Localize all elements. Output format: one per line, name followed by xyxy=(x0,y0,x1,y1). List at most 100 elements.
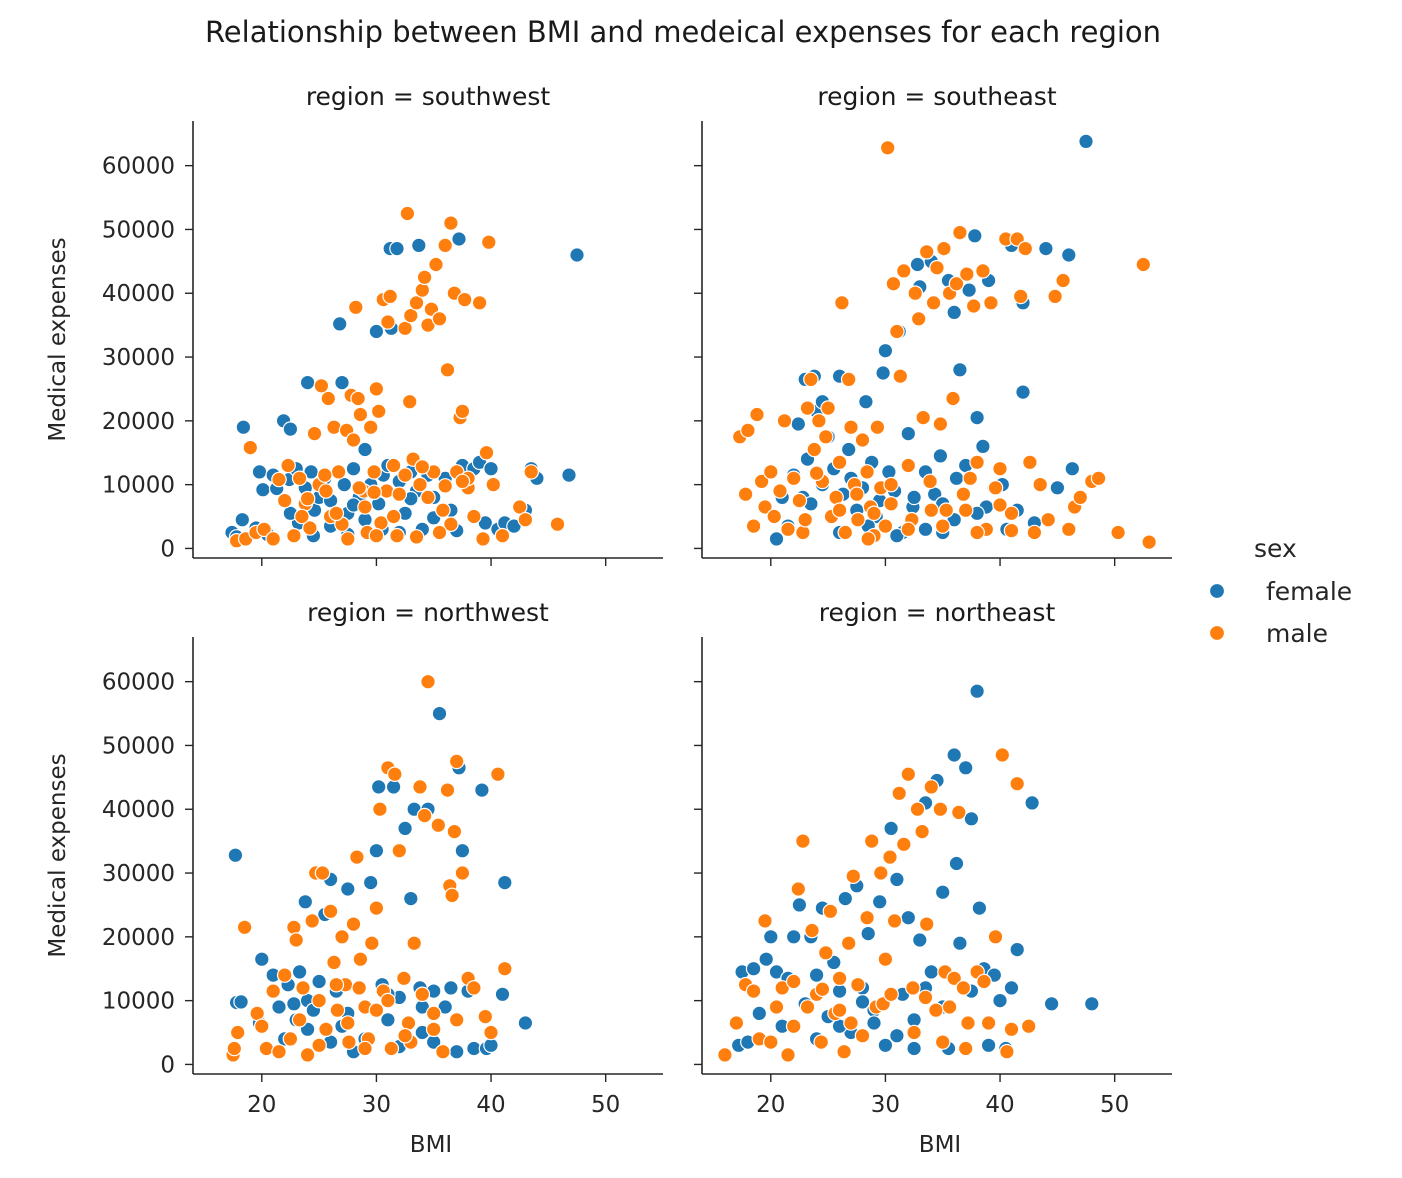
x-tick-label: 40 xyxy=(476,1092,505,1118)
data-point-male xyxy=(717,1047,733,1063)
data-point-male xyxy=(430,817,447,833)
data-point-male xyxy=(352,406,369,423)
data-point-male xyxy=(478,444,495,461)
y-tick-label: 60000 xyxy=(102,670,175,696)
data-point-female xyxy=(494,986,511,1003)
data-point-male xyxy=(391,842,408,859)
data-point-male xyxy=(1020,1018,1037,1034)
data-point-male xyxy=(397,320,413,337)
panel-title: region = southwest xyxy=(306,82,551,111)
data-point-female xyxy=(875,365,891,381)
x-axis-label: BMI xyxy=(410,1132,452,1158)
data-point-female xyxy=(234,511,251,528)
data-point-female xyxy=(297,893,314,910)
data-point-female xyxy=(1015,384,1031,400)
data-point-male xyxy=(907,285,923,301)
data-point-female xyxy=(768,531,785,547)
data-point-male xyxy=(817,428,834,445)
data-point-male xyxy=(917,989,934,1006)
data-point-male xyxy=(757,499,773,515)
data-point-male xyxy=(753,473,770,490)
data-point-male xyxy=(414,986,431,1003)
data-point-male xyxy=(265,531,281,547)
data-point-male xyxy=(1026,524,1043,541)
data-point-male xyxy=(860,531,876,547)
data-point-male xyxy=(288,932,304,948)
data-point-male xyxy=(412,779,428,795)
x-tick-label: 50 xyxy=(1100,1092,1129,1118)
data-point-male xyxy=(831,970,848,987)
data-point-female xyxy=(969,409,985,426)
data-point-female xyxy=(751,1005,768,1022)
data-point-male xyxy=(226,1040,243,1057)
data-point-female xyxy=(860,925,876,942)
data-point-male xyxy=(471,294,488,311)
data-point-female xyxy=(227,847,244,863)
data-point-male xyxy=(932,801,949,817)
data-point-male xyxy=(795,833,811,849)
data-point-male xyxy=(1022,454,1038,471)
data-point-female xyxy=(963,810,980,827)
data-point-male xyxy=(1003,1021,1020,1038)
data-point-female xyxy=(790,416,807,432)
data-point-female xyxy=(808,967,825,983)
data-point-female xyxy=(975,438,991,455)
data-point-female xyxy=(251,464,268,480)
data-point-male xyxy=(929,259,945,276)
data-point-male xyxy=(368,527,385,544)
data-point-female xyxy=(1078,133,1094,150)
data-point-female xyxy=(410,237,427,254)
y-tick-label: 40000 xyxy=(102,281,175,307)
data-point-female xyxy=(909,256,926,273)
data-point-female xyxy=(483,460,499,477)
data-point-male xyxy=(877,518,894,534)
data-point-male xyxy=(886,913,903,929)
y-tick-label: 20000 xyxy=(102,409,175,435)
data-point-male xyxy=(1110,524,1126,541)
data-point-male xyxy=(918,244,935,260)
data-point-female xyxy=(854,994,871,1010)
data-point-male xyxy=(496,960,513,977)
data-point-male xyxy=(299,490,316,507)
data-point-female xyxy=(758,951,774,967)
data-point-male xyxy=(399,205,416,222)
data-point-male xyxy=(420,673,436,690)
data-point-male xyxy=(316,467,333,483)
data-point-male xyxy=(448,753,465,770)
data-point-male xyxy=(406,935,422,951)
data-point-male xyxy=(891,785,907,802)
data-point-male xyxy=(831,502,848,518)
data-point-female xyxy=(235,419,252,435)
data-point-male xyxy=(766,508,782,525)
x-axis-label: BMI xyxy=(919,1132,961,1158)
data-point-female xyxy=(569,247,585,263)
data-point-female xyxy=(271,999,287,1015)
data-point-male xyxy=(431,524,448,541)
data-point-male xyxy=(385,508,402,525)
data-point-male xyxy=(987,928,1004,945)
data-point-male xyxy=(936,240,952,257)
data-point-male xyxy=(804,922,820,939)
data-point-male xyxy=(1061,521,1077,538)
y-axis-label: Medical expenses xyxy=(45,237,71,441)
data-point-female xyxy=(380,1011,396,1028)
data-point-male xyxy=(749,406,765,423)
data-point-male xyxy=(877,951,894,967)
data-point-male xyxy=(885,275,902,292)
data-point-male xyxy=(1017,240,1034,257)
data-point-male xyxy=(952,224,968,241)
y-tick-label: 50000 xyxy=(102,217,175,243)
data-point-male xyxy=(948,275,965,292)
y-tick-label: 30000 xyxy=(102,861,175,887)
data-point-male xyxy=(372,801,388,817)
data-point-male xyxy=(368,1002,385,1018)
data-point-male xyxy=(797,511,813,528)
data-point-male xyxy=(280,457,296,474)
data-point-male xyxy=(425,1005,442,1022)
data-point-female xyxy=(454,842,471,859)
facet-panel: region = southwest 0 10000 20000 30000 40000 5… xyxy=(45,82,663,566)
data-point-male xyxy=(291,1011,308,1028)
data-point-male xyxy=(454,473,471,490)
legend-label-female: female xyxy=(1266,577,1352,606)
data-point-male xyxy=(242,439,259,456)
